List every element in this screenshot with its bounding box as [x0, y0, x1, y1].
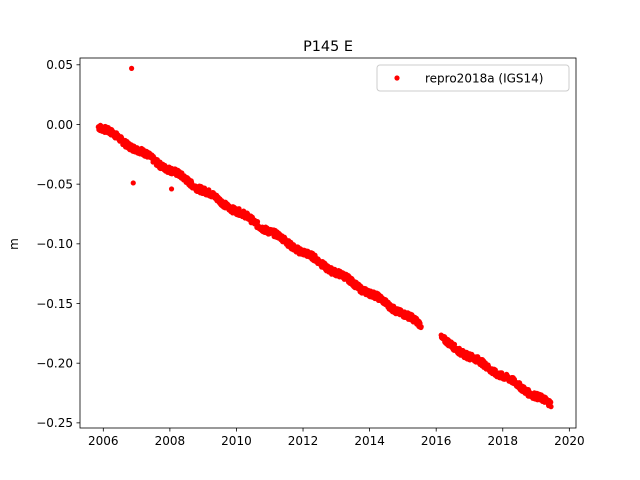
data-point-outlier: [168, 186, 175, 192]
x-tick-label: 2008: [155, 434, 186, 448]
y-tick-label: −0.10: [36, 237, 73, 251]
x-tick-label: 2012: [288, 434, 319, 448]
y-tick-label: 0.00: [46, 118, 73, 132]
data-point: [548, 404, 554, 410]
data-point-outlier: [129, 65, 135, 71]
y-tick-label: 0.05: [46, 58, 73, 72]
plot-area: [95, 65, 554, 410]
data-point: [254, 219, 261, 225]
y-tick-label: −0.25: [36, 416, 73, 430]
axes-frame: [79, 57, 577, 429]
x-tick-label: 2014: [354, 434, 385, 448]
y-tick-label: −0.15: [36, 297, 73, 311]
y-axis-label: m: [7, 238, 21, 250]
legend-marker: [394, 75, 400, 81]
chart-title: P145 E: [303, 39, 353, 55]
x-tick-label: 2010: [221, 434, 252, 448]
data-point: [548, 399, 554, 405]
x-tick-label: 2016: [421, 434, 452, 448]
data-point: [418, 324, 424, 330]
data-point-outlier: [130, 180, 136, 186]
x-tick-label: 2020: [554, 434, 585, 448]
x-tick-label: 2018: [487, 434, 518, 448]
legend: repro2018a (IGS14): [376, 64, 570, 92]
y-tick-label: −0.20: [36, 356, 73, 370]
axes: 2006 2008 2010 2012 2014 2016 2018 2020 0.05 0.00…: [36, 57, 585, 448]
legend-label: repro2018a (IGS14): [425, 72, 543, 86]
x-tick-label: 2006: [88, 434, 119, 448]
legend-frame: [376, 64, 570, 92]
data-point: [206, 187, 212, 193]
y-tick-label: −0.05: [36, 177, 73, 191]
